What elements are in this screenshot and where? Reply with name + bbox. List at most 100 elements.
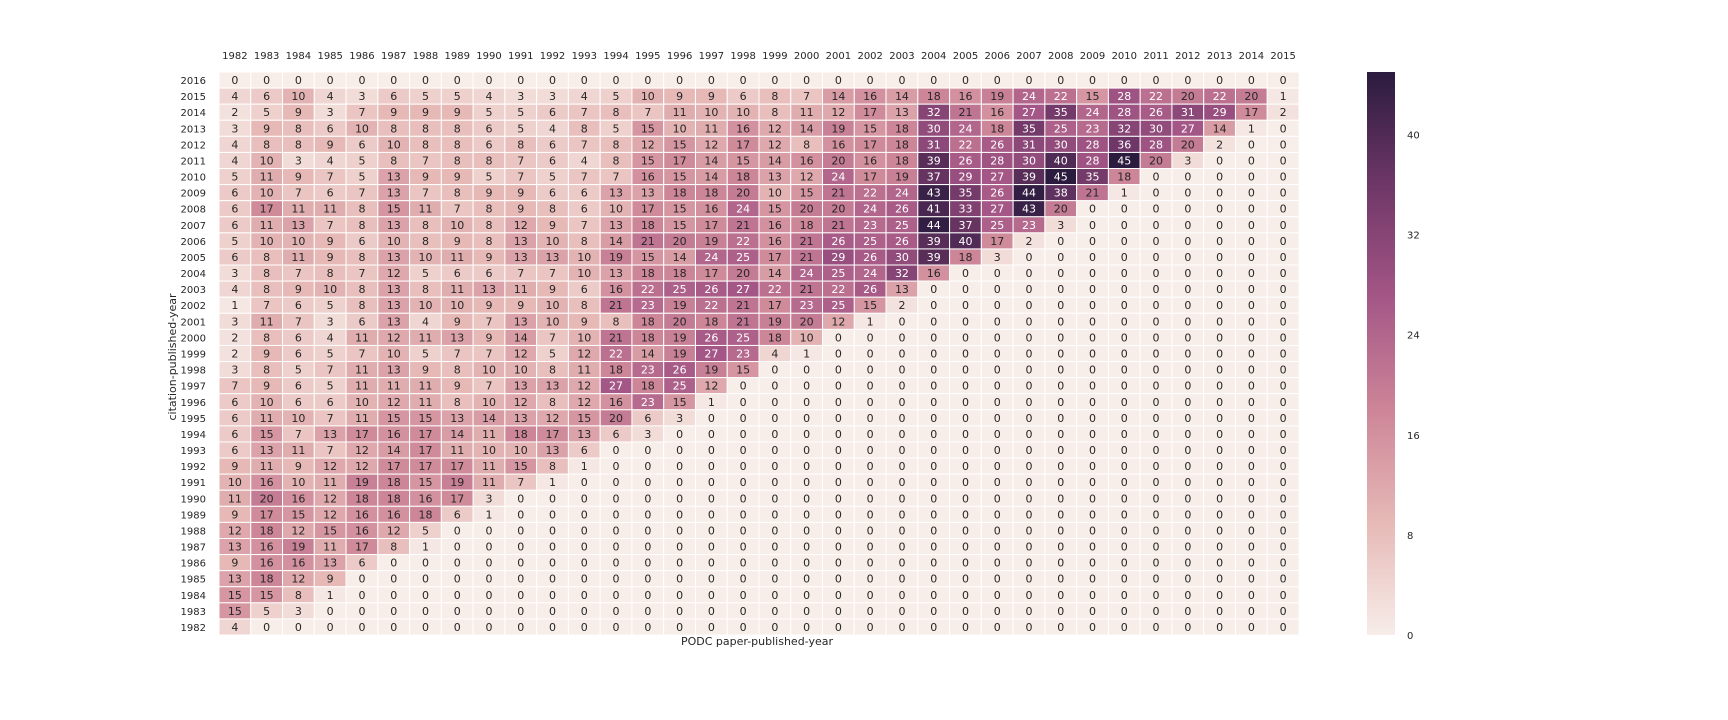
cell-value-label: 0 <box>771 557 778 570</box>
cell-value-label: 7 <box>549 267 556 280</box>
cell-value-label: 16 <box>800 154 814 167</box>
x-tick-label: 2010 <box>1112 51 1137 62</box>
cell-value-label: 10 <box>577 251 591 264</box>
cell-value-label: 0 <box>803 444 810 457</box>
cell-value-label: 7 <box>517 267 524 280</box>
cell-value-label: 0 <box>994 74 1001 87</box>
cell-value-label: 7 <box>454 203 461 216</box>
cell-value-label: 0 <box>1248 251 1255 264</box>
cell-value-label: 9 <box>549 283 556 296</box>
cell-value-label: 0 <box>644 589 651 602</box>
cell-value-label: 0 <box>422 573 429 586</box>
cell-value-label: 0 <box>1057 348 1064 361</box>
cell-value-label: 9 <box>517 187 524 200</box>
cell-value-label: 0 <box>994 605 1001 618</box>
cell-value-label: 16 <box>641 171 655 184</box>
y-tick-labels: 2016 2015 2014 2013 2012 2011 2010 2009 2008 2007… <box>181 76 206 634</box>
cell-value-label: 0 <box>644 621 651 634</box>
cell-value-label: 26 <box>863 251 877 264</box>
cell-value-label: 38 <box>1054 187 1068 200</box>
cell-value-label: 0 <box>1216 605 1223 618</box>
cell-value-label: 0 <box>1280 235 1287 248</box>
cell-value-label: 0 <box>454 621 461 634</box>
cell-value-label: 0 <box>1216 524 1223 537</box>
y-tick-label: 1987 <box>181 543 206 554</box>
cell-value-label: 8 <box>549 460 556 473</box>
y-tick-label: 2009 <box>181 189 206 200</box>
cell-value-label: 0 <box>581 589 588 602</box>
cell-value-label: 0 <box>1280 187 1287 200</box>
cell-value-label: 26 <box>831 235 845 248</box>
cell-value-label: 26 <box>990 187 1004 200</box>
cell-value-label: 0 <box>740 396 747 409</box>
cell-value-label: 0 <box>1089 412 1096 425</box>
cell-value-label: 6 <box>358 138 365 151</box>
cell-value-label: 0 <box>898 492 905 505</box>
cell-value-label: 0 <box>1184 444 1191 457</box>
cell-value-label: 0 <box>930 396 937 409</box>
cell-value-label: 10 <box>355 396 369 409</box>
y-tick-label: 1995 <box>181 414 206 425</box>
cell-value-label: 12 <box>800 171 814 184</box>
cell-value-label: 11 <box>387 380 401 393</box>
cell-value-label: 0 <box>994 460 1001 473</box>
cell-value-label: 0 <box>962 541 969 554</box>
cell-value-label: 10 <box>291 90 305 103</box>
cell-value-label: 4 <box>231 154 238 167</box>
cell-value-label: 24 <box>1086 106 1100 119</box>
cell-value-label: 0 <box>517 541 524 554</box>
cell-value-label: 13 <box>514 251 528 264</box>
cell-value-label: 0 <box>740 444 747 457</box>
cell-value-label: 0 <box>1184 331 1191 344</box>
cell-value-label: 11 <box>260 460 274 473</box>
cell-value-label: 0 <box>263 621 270 634</box>
cell-value-label: 22 <box>958 138 972 151</box>
cell-value-label: 28 <box>1117 90 1131 103</box>
cell-value-label: 43 <box>927 187 941 200</box>
cell-value-label: 18 <box>641 267 655 280</box>
cell-value-label: 15 <box>418 476 432 489</box>
cell-value-label: 9 <box>676 90 683 103</box>
cell-value-label: 7 <box>549 331 556 344</box>
cell-value-label: 30 <box>1149 122 1163 135</box>
cell-value-label: 6 <box>295 396 302 409</box>
cell-value-label: 11 <box>323 203 337 216</box>
cell-value-label: 0 <box>1153 412 1160 425</box>
cell-value-label: 21 <box>736 315 750 328</box>
cell-value-label: 12 <box>768 138 782 151</box>
cell-value-label: 0 <box>1121 508 1128 521</box>
cell-value-label: 0 <box>867 348 874 361</box>
cell-value-label: 3 <box>486 492 493 505</box>
cell-value-label: 0 <box>835 508 842 521</box>
cell-value-label: 0 <box>994 508 1001 521</box>
cell-value-label: 5 <box>613 122 620 135</box>
cell-value-label: 0 <box>1216 444 1223 457</box>
cell-value-label: 0 <box>962 267 969 280</box>
cell-value-label: 0 <box>962 460 969 473</box>
cell-value-label: 18 <box>609 364 623 377</box>
cell-value-label: 14 <box>673 251 687 264</box>
cell-value-label: 6 <box>295 331 302 344</box>
cell-value-label: 7 <box>454 348 461 361</box>
cell-value-label: 9 <box>327 251 334 264</box>
cell-value-label: 0 <box>898 396 905 409</box>
cell-value-label: 16 <box>609 283 623 296</box>
x-tick-label: 2002 <box>857 51 882 62</box>
cell-value-label: 0 <box>930 460 937 473</box>
cell-value-label: 15 <box>387 203 401 216</box>
cell-value-label: 6 <box>581 444 588 457</box>
cell-value-label: 0 <box>994 380 1001 393</box>
cell-value-label: 10 <box>387 138 401 151</box>
cell-value-label: 3 <box>549 90 556 103</box>
cell-value-label: 24 <box>895 187 909 200</box>
cell-value-label: 12 <box>704 380 718 393</box>
cell-value-label: 0 <box>740 508 747 521</box>
cell-value-label: 0 <box>835 621 842 634</box>
cell-value-label: 25 <box>990 219 1004 232</box>
cell-value-label: 0 <box>1184 508 1191 521</box>
cell-value-label: 0 <box>962 492 969 505</box>
cell-value-label: 17 <box>387 460 401 473</box>
cell-value-label: 28 <box>1086 138 1100 151</box>
cell-value-label: 0 <box>898 589 905 602</box>
cell-value-label: 6 <box>231 187 238 200</box>
